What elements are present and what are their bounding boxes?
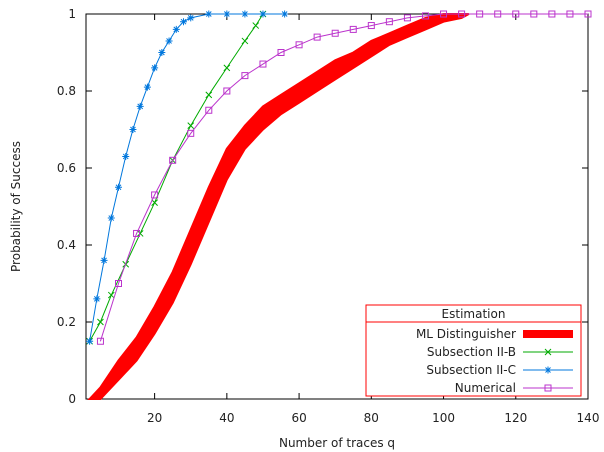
legend-swatch [523,330,573,338]
series-point [331,29,339,37]
series-line [99,13,588,342]
series-point [96,337,104,345]
series-point [129,126,137,133]
x-axis: 20 40 60 80 100 120 140 [147,14,599,425]
series-point [259,60,267,68]
series-point [277,49,285,56]
series-point [512,10,520,18]
legend-item: Subsection II-B [427,345,573,359]
legend-item: ML Distinguisher [416,327,573,341]
series-point [548,10,556,18]
series-point [136,230,144,237]
x-tick-label: 100 [432,411,455,425]
series-point [205,106,213,114]
series-point [281,10,289,18]
series-point [187,122,195,130]
series-point [458,10,466,18]
legend-box [365,304,582,397]
legend-label: Numerical [455,381,516,395]
x-tick-label: 140 [577,411,600,425]
series-point [86,337,94,345]
legend-label: Subsection II-C [426,363,516,377]
legend-title: Estimation [442,307,506,321]
series-point [205,91,213,99]
series-subsection-ii-c [86,10,289,345]
y-axis-label: Probability of Success [9,141,23,272]
series-line [89,13,285,342]
y-tick-label: 0.6 [57,161,76,175]
legend: Estimation ML Distinguisher Subsection II… [365,304,582,397]
series-point [403,14,411,22]
series-point [165,37,173,45]
legend-label: ML Distinguisher [416,327,516,341]
series-point [115,183,123,191]
series-point [252,22,260,29]
series-point [421,12,429,20]
series-point [187,14,195,22]
series-point [367,22,375,30]
series-point [223,10,231,18]
legend-label: Subsection II-B [427,345,516,359]
y-tick-label: 0.8 [57,84,76,98]
series-point [143,83,151,91]
series-point [93,295,101,303]
series-numerical [96,10,592,345]
x-tick-label: 80 [364,411,379,425]
series-point [223,64,231,72]
series-point [169,156,177,164]
legend-item: Numerical [455,381,573,395]
series-point [295,41,303,49]
y-tick-label: 0.4 [57,238,76,252]
y-axis: 0 0.2 0.4 0.6 0.8 1 [57,7,588,406]
series-point [241,10,249,18]
series-point [544,366,552,374]
x-axis-label: Number of traces q [279,436,395,450]
series-layer [86,10,592,400]
series-point [187,129,195,137]
series-point [476,10,484,18]
y-tick-label: 0 [68,392,76,406]
series-point [223,87,231,95]
x-tick-label: 60 [291,411,306,425]
series-point [566,10,574,18]
series-point [107,214,115,222]
series-point [122,152,130,160]
series-point [97,318,104,326]
series-point [349,25,357,33]
series-point [313,33,321,41]
series-point [100,256,108,264]
series-point [241,37,249,45]
series-point [151,191,159,199]
series-point [544,384,552,392]
series-point [180,18,188,26]
series-point [241,72,249,80]
x-tick-label: 120 [504,411,527,425]
series-point [151,199,158,207]
series-point [494,10,502,18]
series-point [133,229,141,237]
series-point [205,10,213,18]
series-point [158,49,166,56]
series-point [440,10,448,18]
legend-item: Subsection II-C [426,363,573,377]
series-point [259,10,267,18]
y-tick-label: 1 [68,7,76,21]
series-point [172,25,180,33]
x-tick-label: 40 [219,411,234,425]
series-point [115,280,123,287]
series-point [136,102,144,110]
x-tick-label: 20 [147,411,162,425]
plot-frame [85,13,589,400]
series-point [385,18,393,26]
series-point [151,64,159,72]
series-point [544,348,552,356]
series-point [584,10,592,18]
series-point [530,10,538,18]
y-tick-label: 0.2 [57,315,76,329]
series-point [107,291,115,299]
